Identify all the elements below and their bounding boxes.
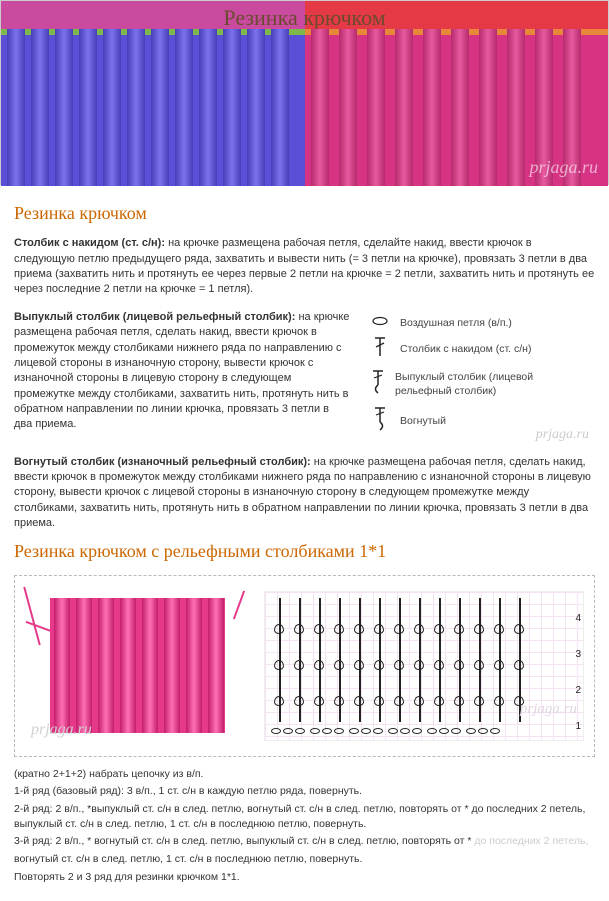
row-num: 1 xyxy=(575,720,581,734)
knit-sample: prjaga.ru xyxy=(25,586,250,746)
instr-line: 1-й ряд (базовый ряд): 3 в/п., 1 ст. с/н… xyxy=(14,784,595,799)
dc-icon xyxy=(368,336,392,363)
schema-diagram: 4 3 2 1 prjaga.ru xyxy=(264,591,584,741)
para-bpdc-bold: Вогнутый столбик (изнаночный рельефный с… xyxy=(14,456,311,468)
legend-label: Вогнутый xyxy=(400,414,446,429)
legend-watermark: prjaga.ru xyxy=(536,425,589,445)
swatch-blue xyxy=(1,29,305,186)
instr-faded: до последних 2 петель, xyxy=(474,835,588,847)
section1-title: Резинка крючком xyxy=(14,201,595,226)
fpdc-icon xyxy=(368,369,387,400)
pattern-box: prjaga.ru xyxy=(14,575,595,757)
instr-line: 3-й ряд: 2 в/п., * вогнутый ст. с/н в сл… xyxy=(14,834,595,849)
bpdc-icon xyxy=(368,406,392,437)
instr-line: вогнутый ст. с/н в след. петлю, 1 ст. с/… xyxy=(14,852,595,867)
legend-label: Выпуклый столбик (лицевой рельефный стол… xyxy=(395,370,587,399)
legend-row: Столбик с накидом (ст. с/н) xyxy=(368,336,587,363)
hero-image: Резинка крючком prjaga.ru xyxy=(0,0,609,185)
para-fpdc-bold: Выпуклый столбик (лицевой рельефный стол… xyxy=(14,311,295,323)
instructions: (кратно 2+1+2) набрать цепочку из в/п. 1… xyxy=(14,767,595,885)
sample-watermark: prjaga.ru xyxy=(31,719,92,741)
para-fpdc: Выпуклый столбик (лицевой рельефный стол… xyxy=(14,310,350,433)
content: Резинка крючком Столбик с накидом (ст. с… xyxy=(0,185,609,901)
instr-line: 2-й ряд: 2 в/п., *выпуклый ст. с/н в сле… xyxy=(14,802,595,831)
hero-watermark: prjaga.ru xyxy=(529,155,598,180)
schema-chain-row xyxy=(271,724,565,734)
instr-line: (кратно 2+1+2) набрать цепочку из в/п. xyxy=(14,767,595,782)
schema-watermark: prjaga.ru xyxy=(520,699,577,720)
legend-row: Воздушная петля (в/п.) xyxy=(368,316,587,331)
legend-label: Воздушная петля (в/п.) xyxy=(400,316,512,331)
para-fpdc-text: на крючке размещена рабочая петля, сдела… xyxy=(14,311,349,431)
hero-swatches: prjaga.ru xyxy=(1,29,608,186)
swatch-pink: prjaga.ru xyxy=(305,29,609,186)
section2-title: Резинка крючком с рельефными столбиками … xyxy=(14,539,595,564)
legend-box: Воздушная петля (в/п.) Столбик с накидом… xyxy=(360,304,595,449)
row-num: 3 xyxy=(575,648,581,662)
legend-label: Столбик с накидом (ст. с/н) xyxy=(400,342,531,357)
para-dc: Столбик с накидом (ст. с/н): на крючке р… xyxy=(14,236,595,298)
chain-icon xyxy=(368,316,392,331)
para-bpdc: Вогнутый столбик (изнаночный рельефный с… xyxy=(14,455,595,532)
para-dc-bold: Столбик с накидом (ст. с/н): xyxy=(14,237,165,249)
row-num: 4 xyxy=(575,612,581,626)
legend-row: Выпуклый столбик (лицевой рельефный стол… xyxy=(368,369,587,400)
legend-left-text: Выпуклый столбик (лицевой рельефный стол… xyxy=(14,304,350,449)
row-num: 2 xyxy=(575,684,581,698)
legend-wrap: Выпуклый столбик (лицевой рельефный стол… xyxy=(14,304,595,449)
instr-text: 3-й ряд: 2 в/п., * вогнутый ст. с/н в сл… xyxy=(14,835,474,847)
instr-line: Повторять 2 и 3 ряд для резинки крючком … xyxy=(14,870,595,885)
